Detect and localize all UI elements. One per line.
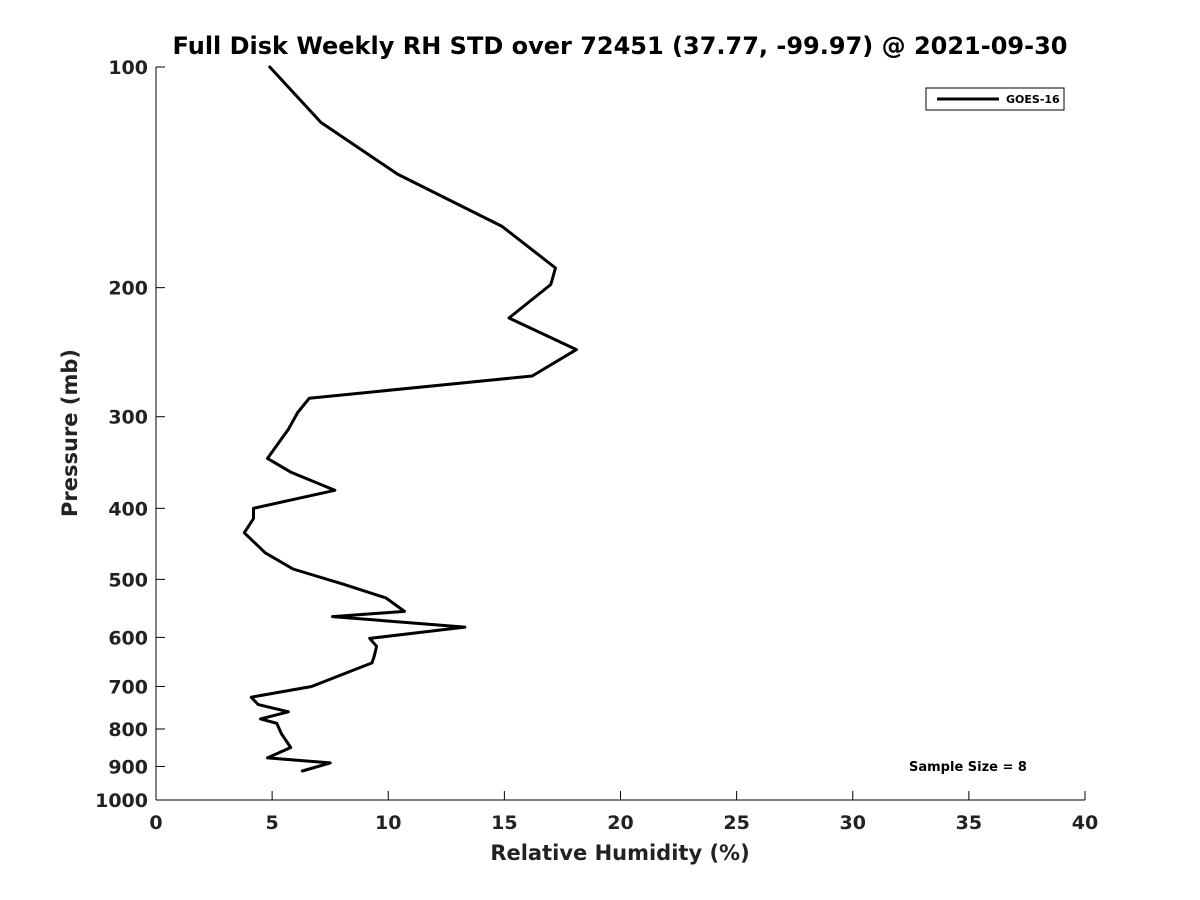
x-tick-label: 0	[149, 812, 162, 834]
chart-title: Full Disk Weekly RH STD over 72451 (37.7…	[173, 32, 1068, 60]
x-ticks: 0 5 10 15 20 25 30 35 40	[149, 791, 1098, 834]
x-axis-label: Relative Humidity (%)	[490, 841, 749, 865]
y-tick-label: 900	[108, 756, 148, 778]
sample-size-annotation: Sample Size = 8	[909, 760, 1027, 775]
x-tick-label: 20	[607, 812, 633, 834]
y-axis-label: Pressure (mb)	[58, 349, 82, 517]
y-tick-label: 100	[108, 57, 148, 79]
series-layer	[242, 65, 578, 773]
x-tick-label: 15	[491, 812, 517, 834]
x-tick-label: 30	[840, 812, 866, 834]
legend-label-goes-16: GOES-16	[1006, 93, 1060, 106]
y-tick-label: 500	[108, 569, 148, 591]
x-tick-label: 10	[375, 812, 401, 834]
y-ticks: 100 200 300 400 500 600 700 800 900 1000	[95, 57, 165, 812]
y-tick-label: 400	[108, 498, 148, 520]
legend: GOES-16	[925, 87, 1065, 111]
x-tick-label: 35	[956, 812, 982, 834]
y-tick-label: 800	[108, 719, 148, 741]
x-tick-label: 40	[1072, 812, 1098, 834]
x-tick-label: 5	[266, 812, 279, 834]
series-line-goes-16	[242, 65, 578, 773]
y-tick-label: 700	[108, 676, 148, 698]
y-tick-label: 1000	[95, 790, 148, 812]
y-tick-label: 200	[108, 278, 148, 300]
x-tick-label: 25	[723, 812, 749, 834]
y-tick-label: 300	[108, 407, 148, 429]
y-tick-label: 600	[108, 627, 148, 649]
